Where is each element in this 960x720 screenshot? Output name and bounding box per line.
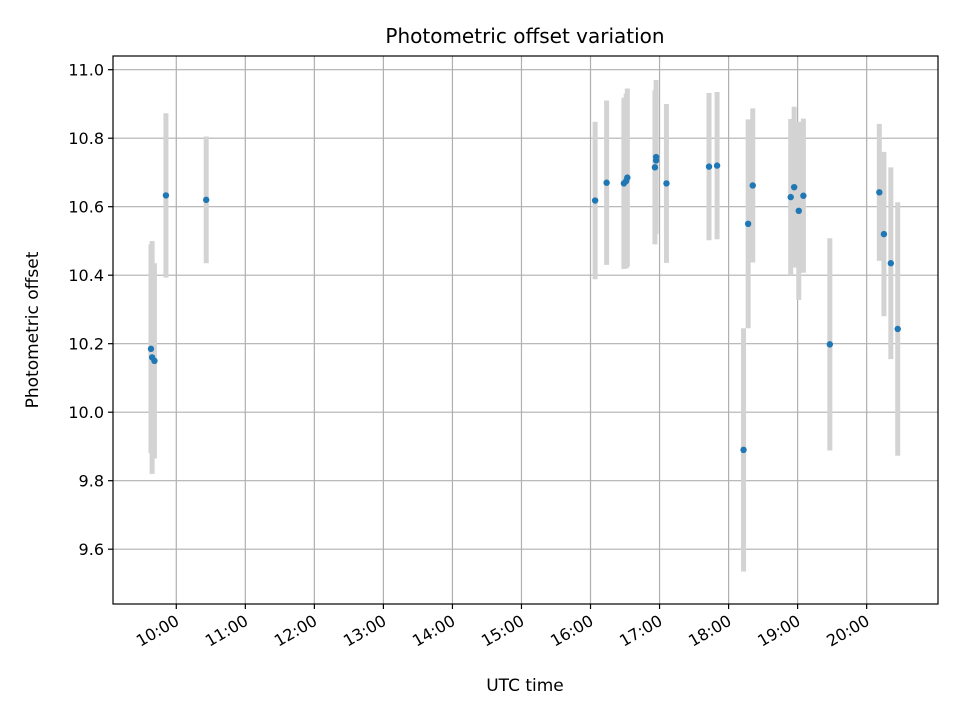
data-point bbox=[713, 162, 721, 169]
data-point bbox=[790, 183, 798, 191]
x-tick-label: 13:00 bbox=[340, 611, 389, 651]
x-axis: 10:00 11:00 12:00 13:00 14:00 15:00 16:00 17:00… bbox=[133, 604, 873, 651]
y-tick-label: 10.4 bbox=[68, 266, 104, 285]
data-point bbox=[744, 220, 752, 228]
y-axis: 9.6 9.8 10.0 10.2 10.4 10.6 10.8 11.0 bbox=[68, 61, 113, 559]
data-point bbox=[800, 192, 807, 199]
data-point bbox=[705, 163, 713, 170]
x-tick-label: 11:00 bbox=[202, 611, 251, 651]
data-point bbox=[624, 174, 631, 181]
data-point bbox=[894, 325, 901, 333]
y-tick-label: 10.8 bbox=[68, 129, 104, 148]
x-tick-label: 18:00 bbox=[685, 611, 734, 651]
x-tick-label: 12:00 bbox=[271, 611, 320, 651]
data-point bbox=[162, 192, 170, 199]
y-tick-label: 10.2 bbox=[68, 335, 104, 354]
grid bbox=[113, 56, 938, 604]
x-tick-label: 19:00 bbox=[754, 611, 803, 651]
x-tick-label: 10:00 bbox=[133, 611, 182, 651]
y-axis-title: Photometric offset bbox=[23, 251, 43, 408]
data-point bbox=[591, 197, 599, 204]
error-bars bbox=[148, 79, 901, 572]
data-point bbox=[749, 182, 756, 189]
data-point bbox=[652, 153, 660, 161]
y-tick-label: 11.0 bbox=[68, 61, 104, 80]
plot-frame bbox=[112, 55, 939, 605]
chart-title: Photometric offset variation bbox=[385, 24, 664, 48]
x-tick-label: 16:00 bbox=[547, 611, 596, 651]
x-axis-title: UTC time bbox=[486, 676, 564, 696]
data-point bbox=[787, 193, 794, 201]
x-tick-label: 20:00 bbox=[823, 611, 872, 651]
y-tick-label: 9.6 bbox=[79, 540, 104, 559]
data-point bbox=[151, 357, 158, 365]
data-point bbox=[603, 179, 610, 186]
data-point bbox=[663, 180, 670, 187]
data-point bbox=[651, 164, 659, 171]
x-tick-label: 17:00 bbox=[616, 611, 665, 651]
data-point bbox=[880, 230, 888, 238]
data-point bbox=[740, 446, 747, 454]
x-tick-label: 15:00 bbox=[478, 611, 527, 651]
data-point bbox=[147, 345, 155, 353]
data-point bbox=[876, 189, 883, 196]
y-tick-label: 10.6 bbox=[68, 198, 104, 217]
x-tick-label: 14:00 bbox=[409, 611, 458, 651]
data-points bbox=[147, 153, 901, 454]
y-tick-label: 10.0 bbox=[68, 403, 104, 422]
data-point bbox=[887, 260, 895, 267]
data-point bbox=[826, 341, 834, 348]
data-point bbox=[795, 207, 802, 215]
y-tick-label: 9.8 bbox=[79, 472, 104, 491]
data-point bbox=[203, 196, 210, 204]
